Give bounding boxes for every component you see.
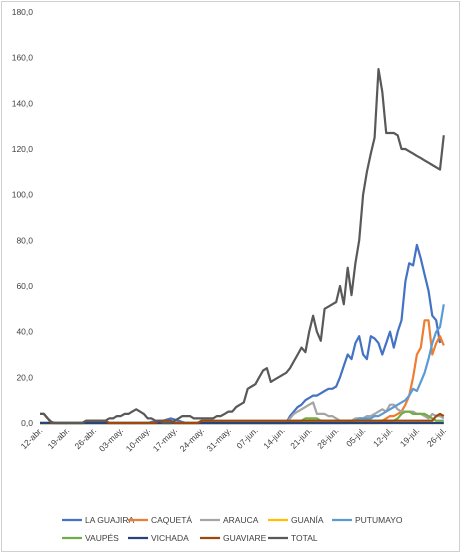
y-tick-label: 180,0 xyxy=(12,7,34,17)
legend-label: LA GUAJIRA xyxy=(85,515,134,525)
x-axis: 12-abr. 19-abr. 26-abr.03-may.10-may.17-ma… xyxy=(19,422,448,454)
y-tick-label: 160,0 xyxy=(12,53,34,63)
legend-label: CAQUETÁ xyxy=(151,515,192,525)
x-tick-label: 14-jun. xyxy=(261,425,286,450)
y-tick-label: 120,0 xyxy=(12,144,34,154)
series-line xyxy=(40,319,445,425)
x-tick-label: 17-may. xyxy=(151,425,179,453)
x-tick-label: 28-jun. xyxy=(315,425,340,450)
x-tick-label: 03-may. xyxy=(97,425,125,453)
x-tick-label: 12-jul. xyxy=(371,425,394,448)
y-tick-label: 80,0 xyxy=(16,235,33,245)
legend-label: TOTAL xyxy=(291,533,318,543)
legend-label: PUTUMAYO xyxy=(355,515,403,525)
x-tick-label: 26-abr. xyxy=(72,425,98,451)
x-tick-label: 21-jun. xyxy=(288,425,313,450)
legend: LA GUAJIRA CAQUETÁ ARAUCA GUANÍA PUTUMAYO VAU… xyxy=(62,515,403,543)
legend-label: GUAVIARE xyxy=(223,533,267,543)
y-axis: 0,0 20,0 40,0 60,0 80,0 100,0 120,0 140,0 160,0 1… xyxy=(12,7,34,428)
x-tick-label: 12-abr. xyxy=(19,425,45,451)
y-tick-label: 60,0 xyxy=(16,281,33,291)
y-tick-label: 100,0 xyxy=(12,190,34,200)
series-line xyxy=(40,68,445,425)
legend-label: VICHADA xyxy=(151,533,189,543)
x-tick-label: 05-jul. xyxy=(344,425,367,448)
x-tick-label: 19-jul. xyxy=(398,425,421,448)
y-tick-label: 0,0 xyxy=(21,418,33,428)
series-line xyxy=(40,412,445,425)
x-tick-label: 26-jul. xyxy=(425,425,448,448)
x-tick-label: 19-abr. xyxy=(46,425,72,451)
legend-label: GUANÍA xyxy=(291,515,324,525)
series-line xyxy=(40,304,445,425)
legend-label: VAUPÉS xyxy=(85,533,119,543)
x-tick-label: 24-may. xyxy=(178,425,206,453)
plot-area xyxy=(40,68,445,425)
x-tick-label: 31-may. xyxy=(205,425,233,453)
y-tick-label: 40,0 xyxy=(16,327,33,337)
x-tick-label: 10-may. xyxy=(124,425,152,453)
x-tick-label: 07-jun. xyxy=(234,425,259,450)
legend-label: ARAUCA xyxy=(223,515,259,525)
series-line xyxy=(40,243,442,425)
y-tick-label: 140,0 xyxy=(12,98,34,108)
y-tick-label: 20,0 xyxy=(16,372,33,382)
